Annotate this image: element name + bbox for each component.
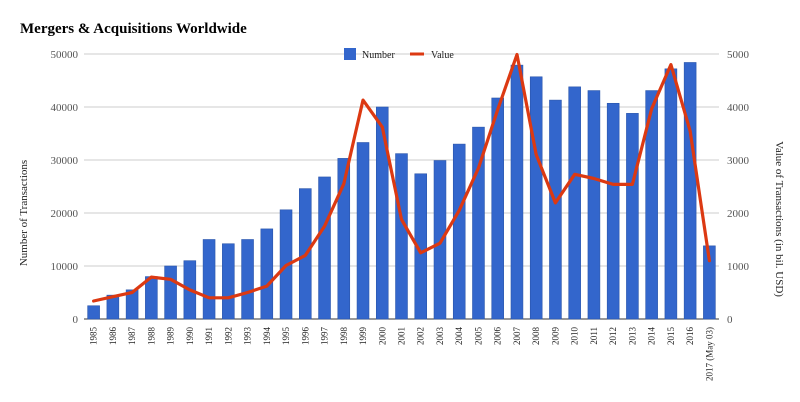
bar [260, 228, 274, 320]
line-series-value [91, 52, 712, 303]
x-tick-label: 2014 [647, 327, 657, 346]
bar [202, 239, 216, 320]
x-tick-label: 2002 [416, 327, 426, 345]
y-right-tick-label: 1000 [727, 261, 750, 273]
bar [395, 153, 408, 320]
bar-series-number [87, 62, 716, 320]
x-tick-label: 2013 [627, 327, 637, 346]
bar [222, 243, 235, 320]
x-tick-label: 1990 [185, 327, 195, 346]
y-left-tick-label: 30000 [51, 155, 79, 167]
y-left-tick-label: 20000 [51, 208, 79, 220]
bar [356, 142, 370, 320]
bar [125, 289, 139, 320]
bar [626, 113, 639, 320]
bar [164, 265, 177, 320]
x-tick-label: 2008 [531, 327, 541, 346]
x-tick-label: 2003 [435, 327, 445, 346]
legend-swatch-number [344, 48, 356, 60]
y-right-tick-label: 2000 [727, 208, 750, 220]
bar [568, 86, 581, 320]
y-axis-left-title: Number of Transactions [18, 160, 30, 266]
chart-title: Mergers & Acquisitions Worldwide [20, 21, 247, 37]
bar [683, 62, 697, 320]
bar [433, 160, 447, 320]
bar [145, 276, 158, 320]
x-tick-label: 2017 (May 03) [704, 327, 714, 381]
bar [703, 245, 716, 320]
x-tick-label: 2015 [666, 327, 676, 346]
x-tick-label: 1993 [243, 327, 253, 346]
left-axis-ticks: 0 10000 20000 30000 40000 50000 [51, 49, 79, 326]
bar [337, 158, 351, 320]
x-tick-label: 1985 [89, 327, 99, 346]
x-tick-label: 1989 [166, 327, 176, 346]
bar [87, 305, 100, 320]
y-right-tick-label: 0 [727, 314, 733, 326]
legend-label-value: Value [431, 50, 454, 61]
y-left-tick-label: 0 [73, 314, 79, 326]
bar [452, 143, 466, 320]
y-axis-right-title: Value of Transactions (in bil. USD) [773, 141, 785, 297]
x-tick-label: 1998 [339, 327, 349, 346]
bar [587, 90, 601, 320]
x-tick-label: 1996 [300, 327, 310, 346]
bar [664, 68, 678, 320]
x-tick-label: 2000 [377, 327, 387, 346]
bar [510, 64, 524, 320]
x-tick-label: 1987 [127, 327, 137, 346]
bar [606, 102, 620, 320]
x-tick-label: 2005 [473, 327, 483, 346]
bar [414, 173, 428, 320]
x-tick-label: 2012 [608, 327, 618, 345]
legend: Number Value [344, 48, 454, 61]
x-tick-label: 1988 [146, 327, 156, 346]
x-tick-label: 2011 [589, 327, 599, 345]
x-tick-label: 1995 [281, 327, 291, 346]
value-line [91, 52, 712, 303]
bar [645, 90, 658, 320]
y-left-tick-label: 10000 [51, 261, 79, 273]
y-right-tick-label: 5000 [727, 49, 750, 61]
bar [318, 176, 331, 320]
x-tick-label: 2007 [512, 327, 522, 346]
bar [491, 97, 504, 320]
bar [375, 106, 389, 320]
right-axis-ticks: 0 1000 2000 3000 4000 5000 [727, 49, 750, 326]
x-tick-label: 2001 [397, 327, 407, 345]
x-tick-label: 1991 [204, 327, 214, 345]
x-tick-label: 1999 [358, 327, 368, 346]
legend-label-number: Number [362, 50, 395, 61]
x-tick-label: 1997 [320, 327, 330, 346]
x-tick-label: 2016 [685, 327, 695, 346]
x-axis-ticks: 1985 1986 1987 1988 1989 1990 1991 1992 1993 1994… [89, 327, 715, 382]
bar [549, 99, 562, 320]
bar [241, 239, 254, 320]
bar [472, 126, 485, 320]
x-tick-label: 2010 [570, 327, 580, 346]
x-tick-label: 1994 [262, 327, 272, 346]
y-left-tick-label: 50000 [51, 49, 79, 61]
x-tick-label: 2009 [550, 327, 560, 346]
x-tick-label: 1986 [108, 327, 118, 346]
y-right-tick-label: 4000 [727, 102, 750, 114]
y-right-tick-label: 3000 [727, 155, 750, 167]
x-tick-label: 2004 [454, 327, 464, 346]
y-left-tick-label: 40000 [51, 102, 79, 114]
bar [529, 76, 543, 320]
x-tick-label: 1992 [223, 327, 233, 345]
x-tick-label: 2006 [493, 327, 503, 346]
